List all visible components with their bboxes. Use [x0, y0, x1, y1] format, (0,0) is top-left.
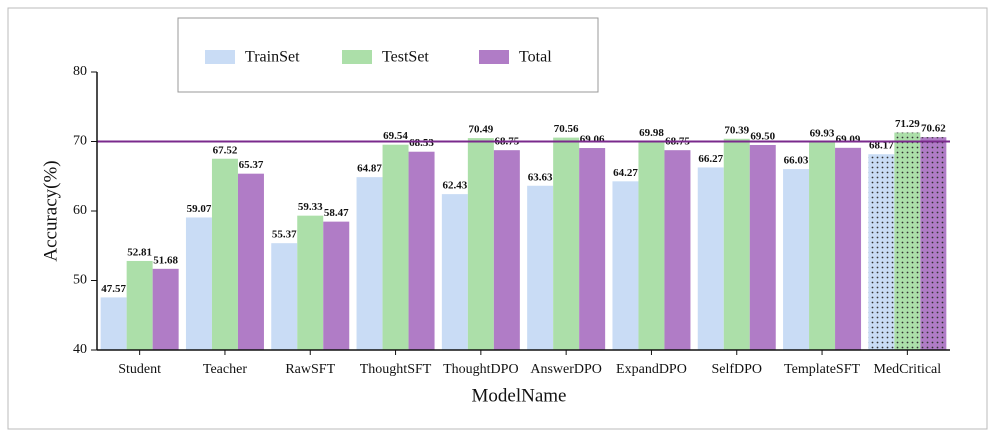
bar [323, 221, 350, 350]
x-tick-label: MedCritical [874, 362, 942, 377]
bar [297, 215, 324, 350]
bar [493, 150, 520, 350]
value-label: 66.27 [698, 153, 723, 165]
x-tick-label: ExpandDPO [616, 362, 687, 377]
bar [835, 147, 862, 350]
bar [185, 217, 212, 350]
frame [7, 7, 988, 430]
value-label: 68.53 [409, 137, 434, 149]
value-label: 64.27 [613, 167, 638, 179]
bar [612, 181, 639, 350]
value-label: 58.47 [324, 207, 349, 219]
value-label: 62.43 [442, 180, 467, 192]
bar-pattern [868, 154, 895, 350]
x-tick-label: Teacher [203, 362, 247, 377]
value-label: 70.39 [724, 124, 749, 136]
value-label: 59.33 [298, 201, 323, 213]
y-axis-label: Accuracy(%) [40, 160, 61, 261]
y-tick-label: 60 [73, 203, 87, 218]
y-tick-label: 40 [73, 342, 87, 357]
value-label: 70.62 [921, 123, 946, 135]
bar [356, 177, 383, 350]
value-label: 59.07 [187, 203, 212, 215]
value-label: 51.68 [153, 254, 178, 266]
bar [809, 141, 836, 350]
x-tick-label: Student [118, 362, 161, 377]
bar [271, 243, 298, 350]
value-label: 70.49 [468, 124, 493, 136]
x-tick-label: ThoughtSFT [360, 362, 432, 377]
x-tick-label: TemplateSFT [784, 362, 860, 377]
y-tick-label: 80 [73, 64, 87, 79]
value-label: 65.37 [239, 159, 264, 171]
value-label: 71.29 [895, 118, 920, 130]
value-label: 63.63 [528, 171, 553, 183]
bar [749, 144, 776, 350]
legend-swatch [205, 50, 235, 64]
value-label: 69.09 [836, 133, 861, 145]
x-tick-label: AnswerDPO [530, 362, 602, 377]
legend-label: Total [519, 49, 552, 66]
bar [664, 150, 691, 350]
bar-pattern [894, 132, 921, 350]
value-label: 69.06 [580, 134, 605, 146]
bar [126, 260, 153, 350]
value-label: 66.03 [784, 155, 809, 167]
x-tick-label: SelfDPO [711, 362, 762, 377]
legend-swatch [342, 50, 372, 64]
value-label: 70.56 [554, 123, 579, 135]
bar [638, 141, 665, 350]
bar [553, 137, 580, 350]
value-label: 67.52 [213, 144, 238, 156]
x-tick-label: RawSFT [285, 362, 335, 377]
value-label: 68.17 [869, 140, 894, 152]
x-tick-label: ThoughtDPO [443, 362, 518, 377]
value-label: 69.93 [810, 128, 835, 140]
x-axis-label: ModelName [472, 385, 567, 406]
value-label: 64.87 [357, 163, 382, 175]
legend-label: TestSet [382, 49, 429, 66]
bar-pattern [920, 137, 947, 350]
value-label: 69.98 [639, 127, 664, 139]
value-label: 52.81 [127, 247, 152, 259]
legend-label: TrainSet [245, 49, 300, 66]
legend-box [177, 17, 599, 93]
bar [723, 138, 750, 350]
bar [467, 138, 494, 350]
value-label: 69.54 [383, 130, 408, 142]
bar [697, 167, 724, 350]
bar [408, 151, 435, 350]
bar [211, 158, 238, 350]
bar [382, 144, 409, 350]
bar [237, 173, 264, 350]
y-tick-label: 50 [73, 273, 87, 288]
bar [527, 185, 554, 350]
bar [152, 268, 179, 350]
value-label: 47.57 [101, 283, 126, 295]
legend-swatch [479, 50, 509, 64]
value-label: 69.50 [750, 131, 775, 143]
bar [441, 194, 468, 350]
bar [100, 297, 127, 350]
value-label: 55.37 [272, 229, 297, 241]
y-tick-label: 70 [73, 134, 87, 149]
bar [579, 148, 606, 350]
bar [783, 169, 810, 350]
